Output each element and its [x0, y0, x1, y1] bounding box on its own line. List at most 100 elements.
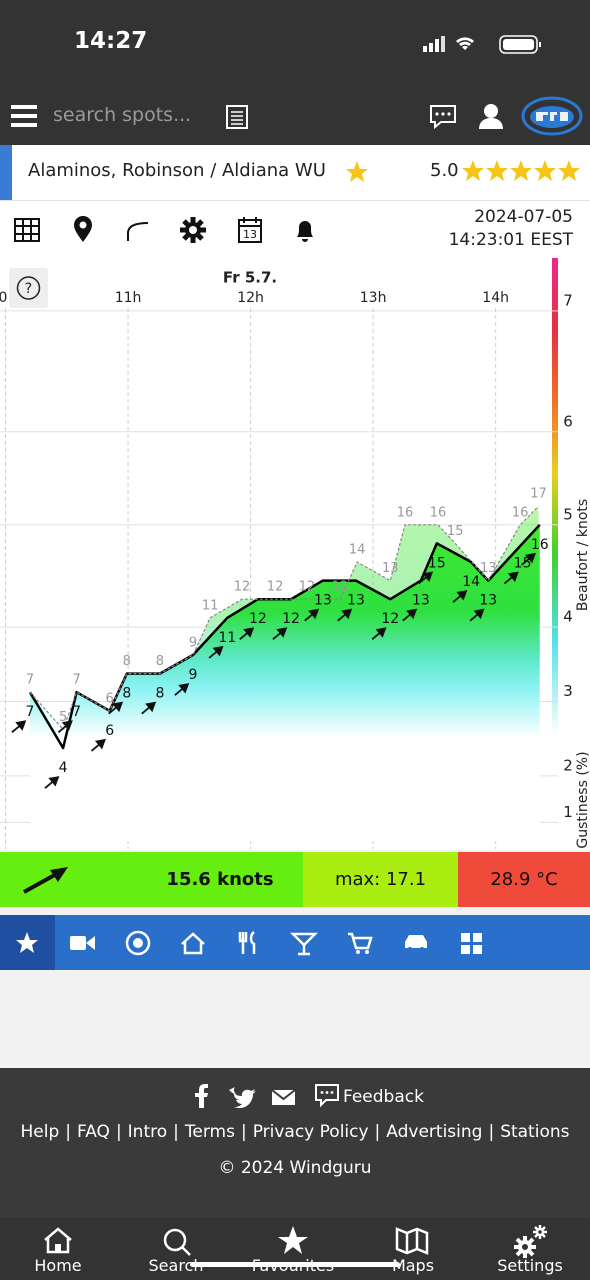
- favourite-star[interactable]: [345, 160, 369, 184]
- wind-direction-arrow: [272, 627, 288, 641]
- day-label: Fr 5.7.: [223, 269, 277, 287]
- wind-direction-arrow: [337, 608, 353, 622]
- beaufort-color-bar: [552, 258, 558, 735]
- y-tick-label: 2: [563, 756, 573, 774]
- current-max: max: 17.1: [334, 869, 427, 890]
- user-button[interactable]: [478, 102, 504, 130]
- tab-label[interactable]: Maps: [391, 1256, 435, 1275]
- current-direction-arrow: [23, 867, 68, 894]
- wind-direction-arrow: [503, 571, 519, 585]
- y-tick-label: 6: [563, 412, 573, 430]
- footer-link[interactable]: Stations: [500, 1122, 570, 1142]
- wind-label: 13: [347, 593, 365, 609]
- link-separator: |: [488, 1122, 495, 1142]
- tab-label[interactable]: Favourites: [251, 1256, 335, 1275]
- gust-line: [29, 505, 539, 730]
- wind-direction-arrow: [174, 683, 190, 696]
- toolbar: 13 2024-07-05 14:23:01 EEST: [0, 201, 590, 258]
- gust-label: 7: [72, 673, 80, 688]
- footer-link[interactable]: FAQ: [77, 1122, 110, 1142]
- y-tick-label: 3: [563, 682, 573, 700]
- wind-label: 13: [314, 593, 332, 609]
- footer-link[interactable]: Terms: [184, 1122, 235, 1142]
- link-separator: |: [65, 1122, 71, 1142]
- gust-label: 8: [156, 654, 164, 669]
- wind-area: [30, 524, 540, 841]
- wind-direction-arrow: [11, 720, 27, 734]
- pro-logo[interactable]: [520, 95, 584, 137]
- tab-label[interactable]: Search: [148, 1256, 204, 1275]
- list-button[interactable]: [225, 104, 249, 130]
- top-bar: 14:27 search spots...: [0, 0, 590, 145]
- footer-link[interactable]: Help: [20, 1122, 60, 1142]
- x-tick-label: 0: [0, 290, 7, 306]
- help-icon[interactable]: ?: [25, 281, 32, 297]
- wind-label: 7: [72, 704, 81, 720]
- footer-link[interactable]: Privacy Policy: [252, 1122, 369, 1142]
- wind-label: 8: [155, 686, 164, 702]
- gust-label: 12: [234, 580, 251, 595]
- gust-label: 5: [59, 710, 67, 725]
- wind-direction-arrow: [304, 608, 320, 622]
- gust-label: 17: [530, 487, 547, 502]
- menu-button[interactable]: [10, 102, 40, 130]
- gust-label: 9: [189, 636, 197, 651]
- wind-direction-arrow: [521, 552, 537, 566]
- wind-label: 13: [412, 593, 430, 609]
- gust-label: 15: [447, 524, 464, 539]
- wind-label: 8: [122, 686, 131, 702]
- gust-label: 12: [267, 580, 284, 595]
- gust-label: 16: [512, 505, 529, 520]
- gust-label: 13: [480, 561, 497, 576]
- spot-bar: [0, 145, 590, 201]
- current-bar: 15.6 knots max: 17.1 28.9 °C: [0, 852, 590, 907]
- max-cell: [303, 852, 458, 907]
- y-tick-label: 1: [563, 803, 573, 821]
- wind-label: 12: [282, 611, 300, 627]
- wind-chart: ? Fr 5.7. Beaufort / knots Gustiness (%)…: [0, 258, 590, 850]
- feedback-link[interactable]: Feedback: [343, 1087, 424, 1107]
- current-speed: 15.6 knots: [166, 869, 274, 890]
- link-separator: |: [240, 1122, 247, 1142]
- status-time: 14:27: [74, 28, 148, 54]
- help-box[interactable]: [9, 268, 48, 308]
- gust-label: 11: [202, 598, 219, 613]
- temp-cell: [458, 852, 590, 907]
- toolbar-icons[interactable]: 13: [0, 201, 330, 258]
- wind-direction-arrow: [90, 738, 106, 752]
- wind-label: 15: [428, 555, 446, 571]
- gust-label: 13: [382, 561, 399, 576]
- copyright: © 2024 Windguru: [218, 1158, 372, 1178]
- x-tick-label: 12h: [237, 290, 264, 306]
- current-temperature: 28.9 °C: [490, 869, 558, 890]
- wind-label: 6: [105, 723, 114, 739]
- social-icons[interactable]: [185, 1082, 345, 1110]
- wind-label: 16: [531, 537, 549, 553]
- y-tick-label: 4: [563, 608, 573, 626]
- wind-label: 14: [462, 574, 480, 590]
- home-indicator: [190, 1262, 400, 1267]
- link-separator: |: [173, 1122, 179, 1142]
- wind-label: 13: [479, 593, 497, 609]
- category-icons[interactable]: [0, 915, 590, 970]
- x-tick-label: 14h: [482, 290, 509, 306]
- spot-accent: [0, 145, 12, 200]
- wind-direction-arrow: [402, 608, 418, 622]
- chat-button[interactable]: [429, 103, 457, 131]
- y-axis-title: Beaufort / knots: [575, 499, 590, 611]
- footer-link[interactable]: Advertising: [386, 1122, 483, 1142]
- footer: Feedback Help | FAQ | Intro | Terms | Privacy Po…: [0, 1068, 590, 1218]
- search-input[interactable]: search spots...: [53, 104, 192, 126]
- tab-label[interactable]: Settings: [497, 1256, 563, 1275]
- wind-direction-arrow: [44, 776, 60, 789]
- wind-direction-arrow: [418, 571, 434, 585]
- footer-links: Help | FAQ | Intro | Terms | Privacy Policy | Adve…: [0, 1122, 590, 1142]
- link-separator: |: [374, 1122, 381, 1142]
- wind-label: 7: [26, 704, 35, 720]
- rating-stars: [462, 160, 580, 181]
- tab-label[interactable]: Home: [34, 1256, 82, 1275]
- help-circle[interactable]: [16, 276, 41, 300]
- spot-name[interactable]: Alaminos, Robinson / Aldiana WU: [28, 160, 326, 181]
- footer-link[interactable]: Intro: [127, 1122, 168, 1142]
